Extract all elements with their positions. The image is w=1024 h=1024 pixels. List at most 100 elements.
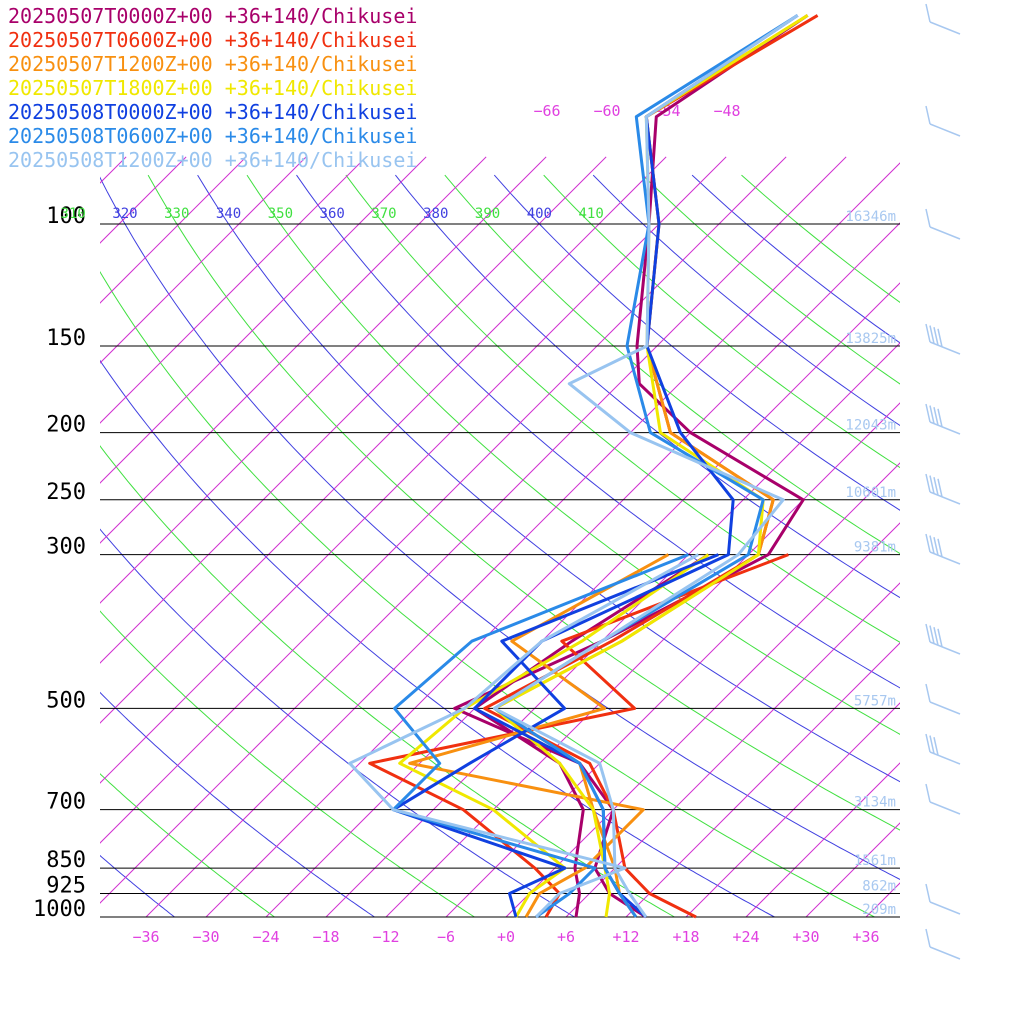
dewpoint-profile-1 (473, 553, 710, 918)
dry-adiabat-line (100, 610, 475, 918)
isotherm-line (805, 822, 900, 918)
dry-adiabat-line (100, 176, 900, 880)
pressure-label: 850 (46, 848, 86, 873)
pressure-label: 700 (46, 790, 86, 815)
wind-barb (925, 473, 961, 505)
dry-adiabat-line (345, 174, 900, 643)
x-tick-label: +12 (612, 928, 639, 946)
theta-label: 370 (371, 206, 396, 222)
isotherm-line (100, 156, 247, 304)
x-tick-label: +18 (672, 928, 699, 946)
pressure-label: 1000 (33, 897, 86, 922)
dry-adiabat-line (100, 270, 875, 918)
isotherm-line (205, 222, 900, 918)
isotherm-line (100, 156, 607, 664)
theta-label: 400 (527, 206, 552, 222)
temperature-profile-7 (493, 14, 799, 918)
x-tick-label: +24 (732, 928, 759, 946)
legend-entry-4: 20250507T1800Z+00 +36+140/Chikusei (8, 76, 418, 100)
wind-barb (925, 323, 961, 355)
theta-label: 330 (164, 206, 189, 222)
legend-entry-6: 20250508T0600Z+00 +36+140/Chikusei (8, 124, 418, 148)
wind-barb (925, 208, 961, 240)
wind-barb (925, 3, 961, 35)
isotherm-line (685, 702, 900, 918)
height-label: 16346m (845, 209, 896, 225)
height-label: 10601m (845, 485, 896, 501)
theta-label: 380 (423, 206, 448, 222)
dry-adiabat-line (100, 773, 275, 918)
isotherm-line (100, 156, 547, 604)
dry-adiabat-line (395, 174, 900, 599)
theta-label: 350 (268, 206, 293, 222)
isotherm-line (745, 762, 900, 918)
theta-label: 390 (475, 206, 500, 222)
theta-label: 410 (579, 206, 604, 222)
isotherm-line (625, 642, 900, 918)
dry-adiabat-line (493, 174, 900, 511)
height-labels: 16346m 13825m 12043m 10601m 9381m 5757m 3134m 1… (845, 209, 896, 918)
isotherm-line (100, 156, 727, 784)
dry-adiabat-line (444, 174, 900, 555)
height-label: 1561m (854, 853, 896, 869)
dry-adiabat-line (100, 854, 175, 918)
wind-barb (925, 683, 961, 715)
sounding-profiles (348, 14, 819, 919)
height-label: 9381m (854, 540, 896, 556)
x-tick-label: +6 (557, 928, 575, 946)
x-tick-label: −6 (437, 928, 455, 946)
dewpoint-profile-5 (391, 553, 719, 918)
dry-adiabat-line (100, 528, 575, 918)
isotherm-line (100, 156, 487, 544)
height-label: 13825m (845, 331, 896, 347)
upper-isotherm-label: −60 (593, 102, 620, 120)
height-label: 209m (862, 902, 896, 918)
wind-barb (925, 883, 961, 915)
theta-label: 320 (112, 206, 137, 222)
dry-adiabat-line (100, 691, 375, 918)
isotherm-line (100, 156, 847, 904)
wind-barb (925, 623, 961, 655)
height-label: 12043m (845, 418, 896, 434)
x-tick-label: −18 (312, 928, 339, 946)
height-label: 3134m (854, 795, 896, 811)
wind-barb (925, 533, 961, 565)
theta-label: 310 (61, 206, 86, 222)
dry-adiabat-line (246, 174, 900, 735)
wind-barb (925, 733, 961, 765)
legend-entry-3: 20250507T1200Z+00 +36+140/Chikusei (8, 52, 418, 76)
isotherm-line (265, 282, 900, 918)
isotherm-line (100, 156, 307, 364)
isotherm-line (100, 156, 367, 424)
pressure-label: 925 (46, 874, 86, 899)
wind-barb (925, 403, 961, 435)
legend-entry-1: 20250507T0000Z+00 +36+140/Chikusei (8, 4, 418, 28)
dry-adiabat-line (100, 359, 775, 918)
legend-entry-7: 20250508T1200Z+00 +36+140/Chikusei (8, 148, 418, 172)
wind-barbs (925, 3, 961, 960)
legend-entry-2: 20250507T0600Z+00 +36+140/Chikusei (8, 28, 418, 52)
isotherms (100, 156, 1024, 918)
isotherm-line (505, 522, 900, 918)
pressure-label: 100 (46, 204, 86, 229)
isotherm-line (145, 162, 900, 918)
theta-labels: 310 320 330 340 350 360 370 380 390 400 410 (61, 206, 604, 222)
wind-barb (925, 928, 961, 960)
x-tick-label: +0 (497, 928, 515, 946)
x-tick-label: −30 (192, 928, 219, 946)
pressure-label: 250 (46, 480, 86, 505)
dry-adiabat-line (296, 174, 900, 689)
isotherm-line (986, 157, 1024, 917)
upper-isotherm-label: −66 (533, 102, 560, 120)
dry-adiabat-line (147, 174, 900, 831)
x-tick-label: −12 (372, 928, 399, 946)
theta-label: 340 (216, 206, 241, 222)
wind-barb (925, 105, 961, 137)
height-label: 5757m (854, 693, 896, 709)
x-tick-label: −24 (252, 928, 279, 946)
isotherm-line (565, 582, 900, 918)
isotherm-line (926, 157, 1024, 917)
upper-isotherm-label: −48 (713, 102, 740, 120)
pressure-label: 500 (46, 688, 86, 713)
